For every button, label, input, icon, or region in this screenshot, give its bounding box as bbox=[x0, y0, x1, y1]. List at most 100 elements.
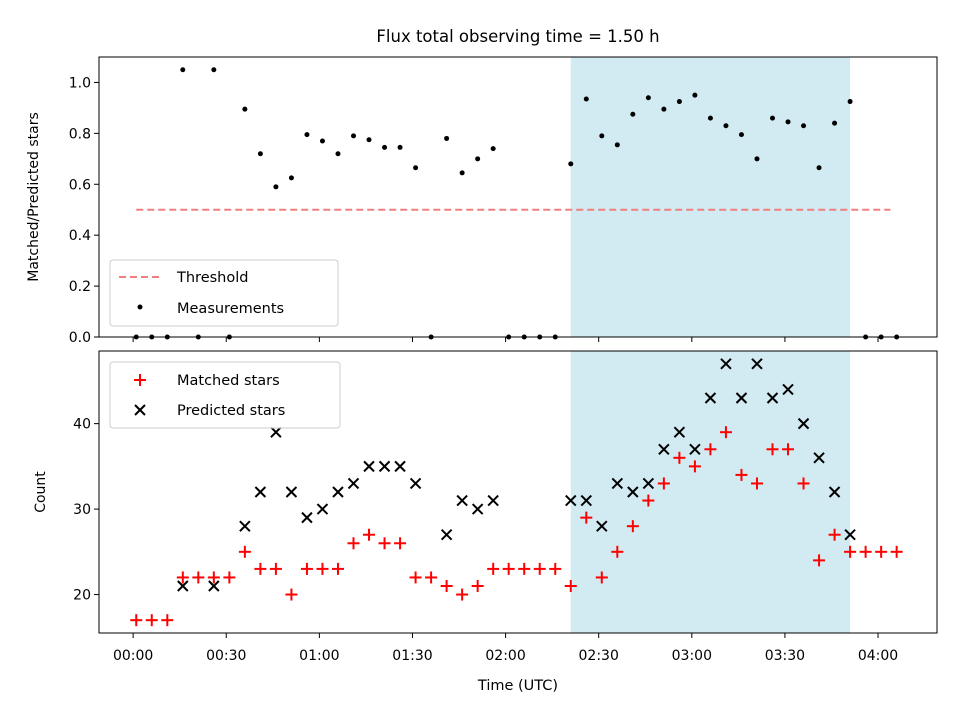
predicted-star-point bbox=[720, 358, 732, 370]
legend-matched-swatch bbox=[134, 374, 146, 386]
matched-star-point bbox=[688, 460, 701, 473]
top-legend-box bbox=[109, 259, 339, 327]
observing-window-shade bbox=[570, 57, 851, 337]
legend-measurements-label: Measurements bbox=[177, 301, 284, 317]
predicted-star-point bbox=[658, 443, 670, 455]
predicted-star-point bbox=[797, 417, 810, 430]
measurement-point bbox=[490, 146, 496, 152]
matched-star-point bbox=[626, 520, 639, 533]
measurement-point bbox=[444, 135, 450, 141]
predicted-star-point bbox=[487, 494, 499, 507]
y-tick-label: 30 bbox=[73, 502, 91, 518]
measurement-point bbox=[335, 151, 341, 157]
matched-star-point bbox=[766, 443, 779, 456]
predicted-star-point bbox=[456, 494, 468, 507]
predicted-star-point bbox=[239, 520, 251, 532]
top-y-ticks: 0.0 0.2 0.4 0.6 0.8 1.0 bbox=[69, 75, 99, 346]
measurement-point bbox=[568, 161, 574, 167]
measurement-point bbox=[770, 115, 776, 121]
predicted-star-point bbox=[596, 520, 608, 532]
measurement-point bbox=[816, 165, 822, 171]
predicted-star-point bbox=[378, 460, 391, 473]
predicted-star-point bbox=[565, 494, 577, 507]
matched-star-point bbox=[456, 588, 469, 601]
measurement-point bbox=[847, 99, 853, 105]
matched-star-point bbox=[890, 545, 903, 558]
legend-matched-label: Matched stars bbox=[177, 373, 280, 389]
top-x-ticks bbox=[132, 337, 879, 342]
measurements-series bbox=[133, 67, 900, 340]
top-y-axis-label: Matched/Predicted stars bbox=[26, 112, 42, 282]
predicted-star-point bbox=[270, 426, 282, 438]
predicted-star-point bbox=[471, 503, 484, 515]
x-tick-label: 00:30 bbox=[206, 648, 246, 664]
predicted-star-point bbox=[394, 460, 406, 473]
matched-star-point bbox=[564, 580, 577, 592]
predicted-star-point bbox=[782, 383, 794, 396]
legend-measurements-swatch bbox=[137, 304, 143, 310]
matched-star-point bbox=[828, 528, 841, 541]
measurement-point bbox=[397, 144, 403, 150]
measurement-point bbox=[304, 132, 310, 138]
measurement-point bbox=[785, 119, 791, 125]
shaded-span bbox=[570, 351, 851, 633]
matched-star-point bbox=[859, 545, 872, 558]
predicted-star-point bbox=[611, 477, 624, 490]
matched-star-point bbox=[238, 545, 251, 558]
y-tick-label: 0.6 bbox=[69, 177, 91, 193]
measurement-point bbox=[801, 123, 807, 129]
measurement-point bbox=[630, 111, 636, 117]
measurement-point bbox=[599, 133, 605, 139]
measurement-point bbox=[475, 156, 481, 162]
bottom-legend: Matched stars Predicted stars bbox=[109, 361, 341, 429]
x-tick-label: 00:00 bbox=[113, 648, 153, 664]
predicted-star-point bbox=[704, 392, 717, 404]
matched-star-point bbox=[440, 580, 453, 592]
matched-star-point bbox=[285, 588, 298, 601]
matched-star-point bbox=[378, 537, 391, 550]
measurement-point bbox=[242, 106, 248, 112]
measurement-point bbox=[614, 142, 620, 148]
matched-star-point bbox=[409, 571, 422, 584]
matched-star-point bbox=[611, 545, 624, 558]
matched-star-point bbox=[145, 614, 158, 627]
predicted-star-point bbox=[689, 443, 701, 455]
x-tick-label: 01:30 bbox=[392, 648, 432, 664]
matched-star-point bbox=[750, 477, 763, 490]
measurement-point bbox=[754, 156, 760, 162]
matched-star-point bbox=[363, 528, 376, 541]
matched-star-point bbox=[471, 580, 484, 592]
legend-threshold-label: Threshold bbox=[176, 270, 248, 286]
shaded-span bbox=[570, 57, 851, 337]
predicted-star-point bbox=[409, 477, 422, 490]
y-tick-label: 1.0 bbox=[69, 75, 91, 91]
matched-star-point bbox=[595, 571, 608, 584]
bottom-legend-box bbox=[109, 361, 341, 429]
count-panel: 20 30 40 00:00 00:30 01:00 01:30 02:00 02:30 03:… bbox=[33, 350, 938, 694]
predicted-star-point bbox=[347, 477, 360, 490]
matched-star-point bbox=[642, 494, 655, 507]
top-axes-frame bbox=[98, 56, 938, 338]
matched-star-point bbox=[735, 468, 748, 481]
matched-star-point bbox=[797, 477, 810, 490]
matched-star-point bbox=[580, 511, 593, 524]
matched-star-point bbox=[331, 562, 344, 575]
predicted-star-point bbox=[813, 452, 825, 464]
predicted-star-point bbox=[580, 494, 592, 507]
observing-window-shade-bottom bbox=[570, 351, 851, 633]
matched-star-point bbox=[657, 477, 670, 490]
predicted-star-point bbox=[766, 392, 779, 404]
ratio-panel: Flux total observing time = 1.50 h 0.00.… bbox=[26, 27, 938, 346]
matched-star-point bbox=[533, 562, 546, 575]
matched-star-point bbox=[347, 537, 360, 550]
measurement-point bbox=[180, 67, 186, 73]
matched-star-point bbox=[502, 562, 515, 575]
y-tick-label: 0.4 bbox=[69, 228, 91, 244]
measurement-point bbox=[661, 106, 667, 112]
predicted-star-point bbox=[828, 486, 841, 498]
measurement-point bbox=[723, 123, 729, 129]
measurement-point bbox=[645, 95, 651, 101]
x-tick-label: 02:30 bbox=[579, 648, 619, 664]
matched-star-point bbox=[176, 571, 189, 584]
